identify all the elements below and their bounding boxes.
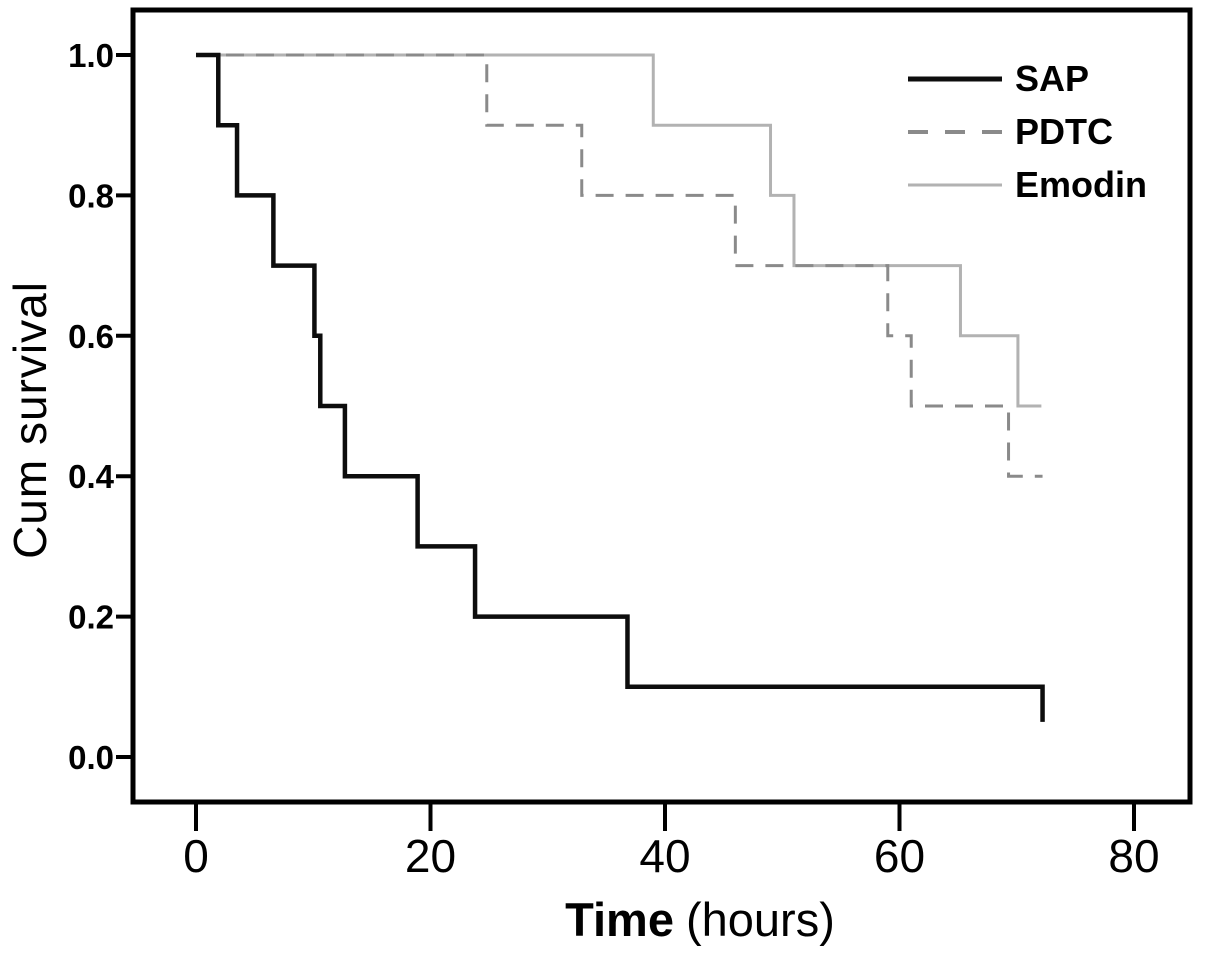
x-axis-title-bold: Time bbox=[565, 893, 674, 946]
legend-label-sap: SAP bbox=[1015, 58, 1090, 99]
legend-line-sap-icon bbox=[908, 76, 1002, 81]
legend-label-emodin: Emodin bbox=[1015, 164, 1147, 205]
x-tick-label: 0 bbox=[183, 830, 209, 882]
series-pdtc-line bbox=[196, 53, 1043, 478]
legend-item-sap: SAP bbox=[905, 52, 1147, 105]
x-axis-title: Time (hours) bbox=[565, 892, 835, 947]
x-tick-label: 20 bbox=[405, 830, 456, 882]
x-axis-title-regular: (hours) bbox=[685, 893, 835, 946]
y-tick-label: 0.6 bbox=[68, 318, 114, 355]
x-tick-label: 60 bbox=[874, 830, 925, 882]
legend-line-pdtc-icon bbox=[908, 129, 1002, 134]
legend-line-emodin-icon bbox=[908, 183, 1002, 186]
y-tick-label: 0.8 bbox=[68, 177, 114, 214]
y-axis-title: Cum survival bbox=[4, 281, 56, 559]
legend-item-pdtc: PDTC bbox=[905, 105, 1147, 158]
y-tick-label: 1.0 bbox=[68, 37, 114, 74]
y-tick-label: 0.2 bbox=[68, 599, 114, 636]
y-tick-label: 0.0 bbox=[68, 739, 114, 776]
x-tick-label: 40 bbox=[639, 830, 690, 882]
series-sap-line bbox=[196, 52, 1045, 722]
y-tick-label: 0.4 bbox=[68, 458, 115, 495]
x-tick-label: 80 bbox=[1108, 830, 1159, 882]
legend-label-pdtc: PDTC bbox=[1015, 111, 1113, 152]
plot-frame bbox=[130, 7, 1193, 805]
legend: SAP PDTC Emodin bbox=[905, 52, 1147, 211]
legend-item-emodin: Emodin bbox=[905, 158, 1147, 211]
series-emodin-line bbox=[196, 53, 1042, 408]
